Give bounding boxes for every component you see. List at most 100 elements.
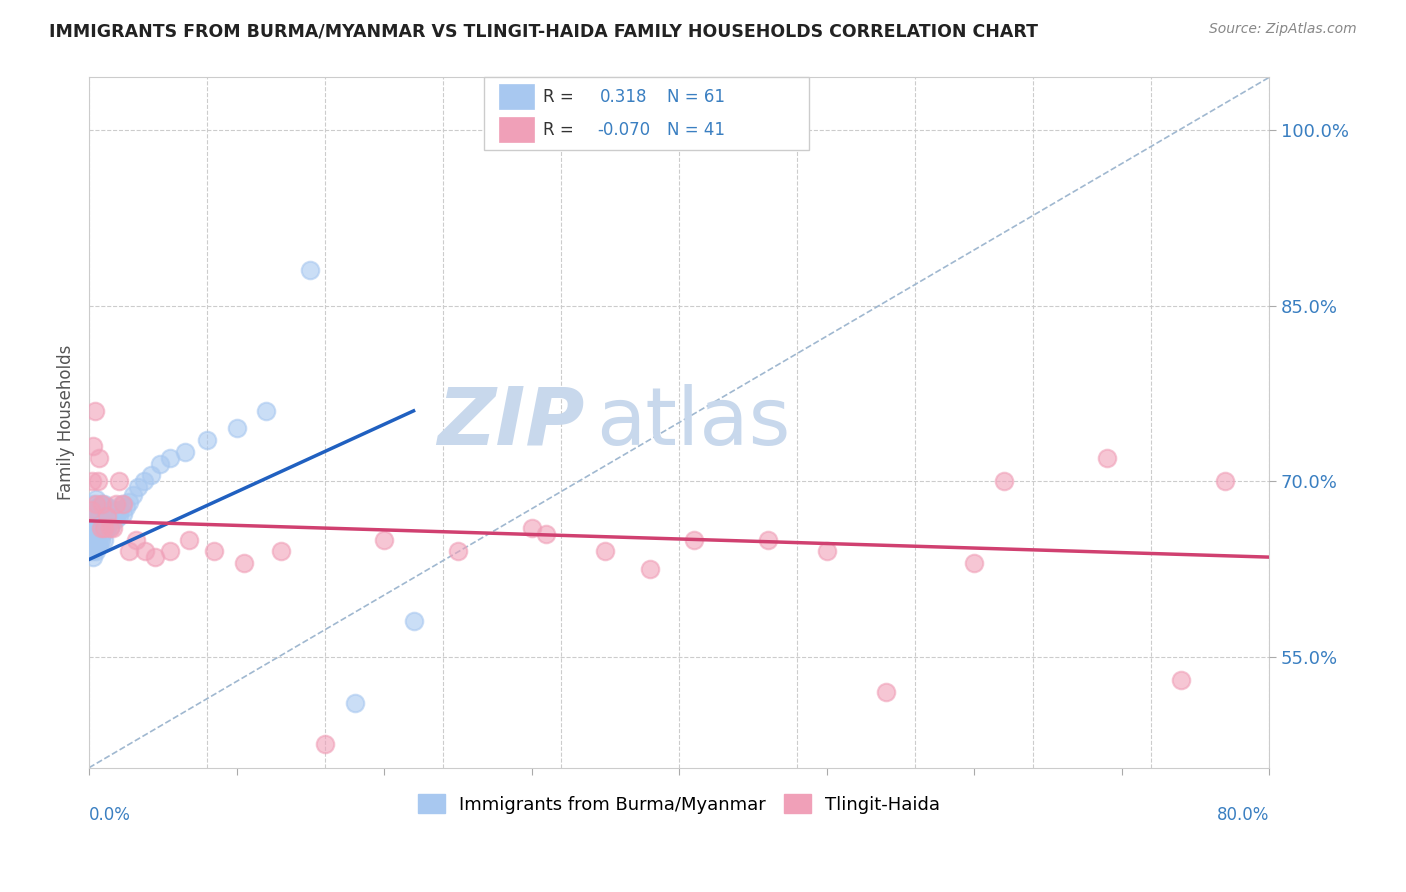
Point	[96, 521, 118, 535]
Point	[79, 521, 101, 535]
Point	[94, 506, 117, 520]
Point	[638, 562, 661, 576]
Point	[86, 491, 108, 506]
Point	[82, 515, 104, 529]
Point	[82, 498, 104, 512]
Point	[756, 533, 779, 547]
Point	[104, 511, 127, 525]
Point	[179, 533, 201, 547]
Point	[87, 517, 110, 532]
Point	[105, 506, 128, 520]
Text: N = 41: N = 41	[668, 121, 725, 139]
Point	[104, 498, 127, 512]
Point	[93, 521, 115, 535]
Point	[98, 521, 121, 535]
Point	[91, 526, 114, 541]
Point	[314, 737, 336, 751]
Point	[204, 544, 226, 558]
Point	[134, 544, 156, 558]
Point	[118, 495, 141, 509]
Point	[87, 535, 110, 549]
Point	[97, 517, 120, 532]
FancyBboxPatch shape	[484, 78, 808, 150]
Point	[110, 498, 132, 512]
Text: 80.0%: 80.0%	[1216, 805, 1270, 823]
Point	[86, 509, 108, 524]
Text: R =: R =	[543, 87, 574, 106]
Point	[90, 498, 112, 512]
Point	[93, 533, 115, 547]
Text: R =: R =	[543, 121, 574, 139]
Point	[93, 515, 115, 529]
Point	[111, 498, 134, 512]
Point	[993, 474, 1015, 488]
Point	[84, 404, 107, 418]
Point	[94, 523, 117, 537]
Point	[520, 521, 543, 535]
Point	[96, 503, 118, 517]
Text: N = 61: N = 61	[668, 87, 725, 106]
Point	[80, 474, 103, 488]
Legend: Immigrants from Burma/Myanmar, Tlingit-Haida: Immigrants from Burma/Myanmar, Tlingit-H…	[411, 787, 948, 821]
Bar	[499, 118, 534, 142]
Text: ZIP: ZIP	[437, 384, 585, 461]
Point	[86, 544, 108, 558]
Point	[108, 503, 131, 517]
Point	[101, 521, 124, 535]
Text: IMMIGRANTS FROM BURMA/MYANMAR VS TLINGIT-HAIDA FAMILY HOUSEHOLDS CORRELATION CHA: IMMIGRANTS FROM BURMA/MYANMAR VS TLINGIT…	[49, 22, 1038, 40]
Point	[89, 538, 111, 552]
Point	[89, 450, 111, 465]
Point	[1095, 450, 1118, 465]
Point	[815, 544, 838, 558]
Point	[536, 526, 558, 541]
Point	[174, 445, 197, 459]
Text: Source: ZipAtlas.com: Source: ZipAtlas.com	[1209, 22, 1357, 37]
Point	[100, 518, 122, 533]
Point	[159, 544, 181, 558]
Point	[195, 433, 218, 447]
Point	[87, 474, 110, 488]
Point	[90, 515, 112, 529]
Point	[101, 509, 124, 524]
Point	[79, 503, 101, 517]
Text: -0.070: -0.070	[598, 121, 651, 139]
Point	[84, 538, 107, 552]
Point	[127, 480, 149, 494]
Point	[595, 544, 617, 558]
Point	[875, 684, 897, 698]
Point	[373, 533, 395, 547]
Point	[89, 503, 111, 517]
Point	[91, 509, 114, 524]
Bar	[499, 85, 534, 109]
Point	[86, 526, 108, 541]
Point	[96, 509, 118, 524]
Point	[103, 503, 125, 517]
Point	[118, 544, 141, 558]
Point	[90, 533, 112, 547]
Point	[107, 474, 129, 488]
Point	[682, 533, 704, 547]
Text: 0.0%: 0.0%	[89, 805, 131, 823]
Point	[80, 509, 103, 524]
Point	[84, 521, 107, 535]
Point	[86, 498, 108, 512]
Point	[225, 421, 247, 435]
Point	[132, 474, 155, 488]
Point	[98, 511, 121, 525]
Point	[89, 521, 111, 535]
Point	[145, 550, 167, 565]
Point	[82, 533, 104, 547]
Point	[80, 526, 103, 541]
Point	[149, 457, 172, 471]
Point	[79, 538, 101, 552]
Point	[93, 498, 115, 512]
Point	[122, 488, 145, 502]
Point	[159, 450, 181, 465]
Point	[447, 544, 470, 558]
Point	[1213, 474, 1236, 488]
Point	[270, 544, 292, 558]
Point	[402, 615, 425, 629]
Point	[82, 550, 104, 565]
Point	[111, 507, 134, 521]
Point	[82, 439, 104, 453]
